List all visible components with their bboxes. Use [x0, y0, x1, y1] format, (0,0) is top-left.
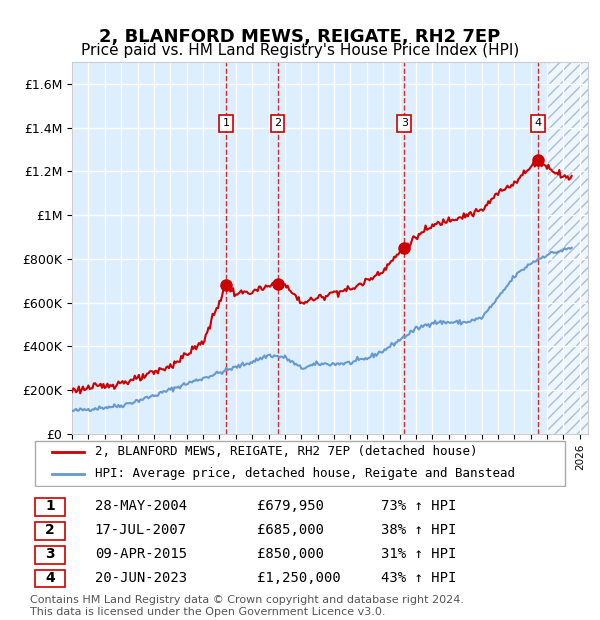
Text: 1: 1 — [45, 499, 55, 513]
FancyBboxPatch shape — [35, 546, 65, 564]
Text: 4: 4 — [535, 118, 542, 128]
Text: £850,000: £850,000 — [257, 547, 324, 561]
Text: 2, BLANFORD MEWS, REIGATE, RH2 7EP (detached house): 2, BLANFORD MEWS, REIGATE, RH2 7EP (deta… — [95, 445, 478, 458]
FancyBboxPatch shape — [35, 522, 65, 539]
Text: 17-JUL-2007: 17-JUL-2007 — [95, 523, 187, 537]
Text: HPI: Average price, detached house, Reigate and Banstead: HPI: Average price, detached house, Reig… — [95, 467, 515, 480]
Text: 3: 3 — [45, 547, 55, 561]
Text: 38% ↑ HPI: 38% ↑ HPI — [381, 523, 457, 537]
FancyBboxPatch shape — [35, 498, 65, 516]
Text: 20-JUN-2023: 20-JUN-2023 — [95, 570, 187, 585]
Text: 28-MAY-2004: 28-MAY-2004 — [95, 499, 187, 513]
Text: £1,250,000: £1,250,000 — [257, 570, 341, 585]
Text: £685,000: £685,000 — [257, 523, 324, 537]
Text: 43% ↑ HPI: 43% ↑ HPI — [381, 570, 457, 585]
Text: £679,950: £679,950 — [257, 499, 324, 513]
Bar — [547, 62, 588, 434]
Text: Contains HM Land Registry data © Crown copyright and database right 2024.
This d: Contains HM Land Registry data © Crown c… — [30, 595, 464, 617]
Text: 1: 1 — [223, 118, 229, 128]
Text: 31% ↑ HPI: 31% ↑ HPI — [381, 547, 457, 561]
Text: 2, BLANFORD MEWS, REIGATE, RH2 7EP: 2, BLANFORD MEWS, REIGATE, RH2 7EP — [100, 28, 500, 46]
Text: 09-APR-2015: 09-APR-2015 — [95, 547, 187, 561]
FancyBboxPatch shape — [35, 441, 565, 486]
Text: 73% ↑ HPI: 73% ↑ HPI — [381, 499, 457, 513]
Text: 4: 4 — [45, 570, 55, 585]
Text: 2: 2 — [45, 523, 55, 537]
Text: 2: 2 — [274, 118, 281, 128]
Bar — [547, 62, 588, 434]
Text: 3: 3 — [401, 118, 408, 128]
Text: Price paid vs. HM Land Registry's House Price Index (HPI): Price paid vs. HM Land Registry's House … — [81, 43, 519, 58]
FancyBboxPatch shape — [35, 570, 65, 588]
